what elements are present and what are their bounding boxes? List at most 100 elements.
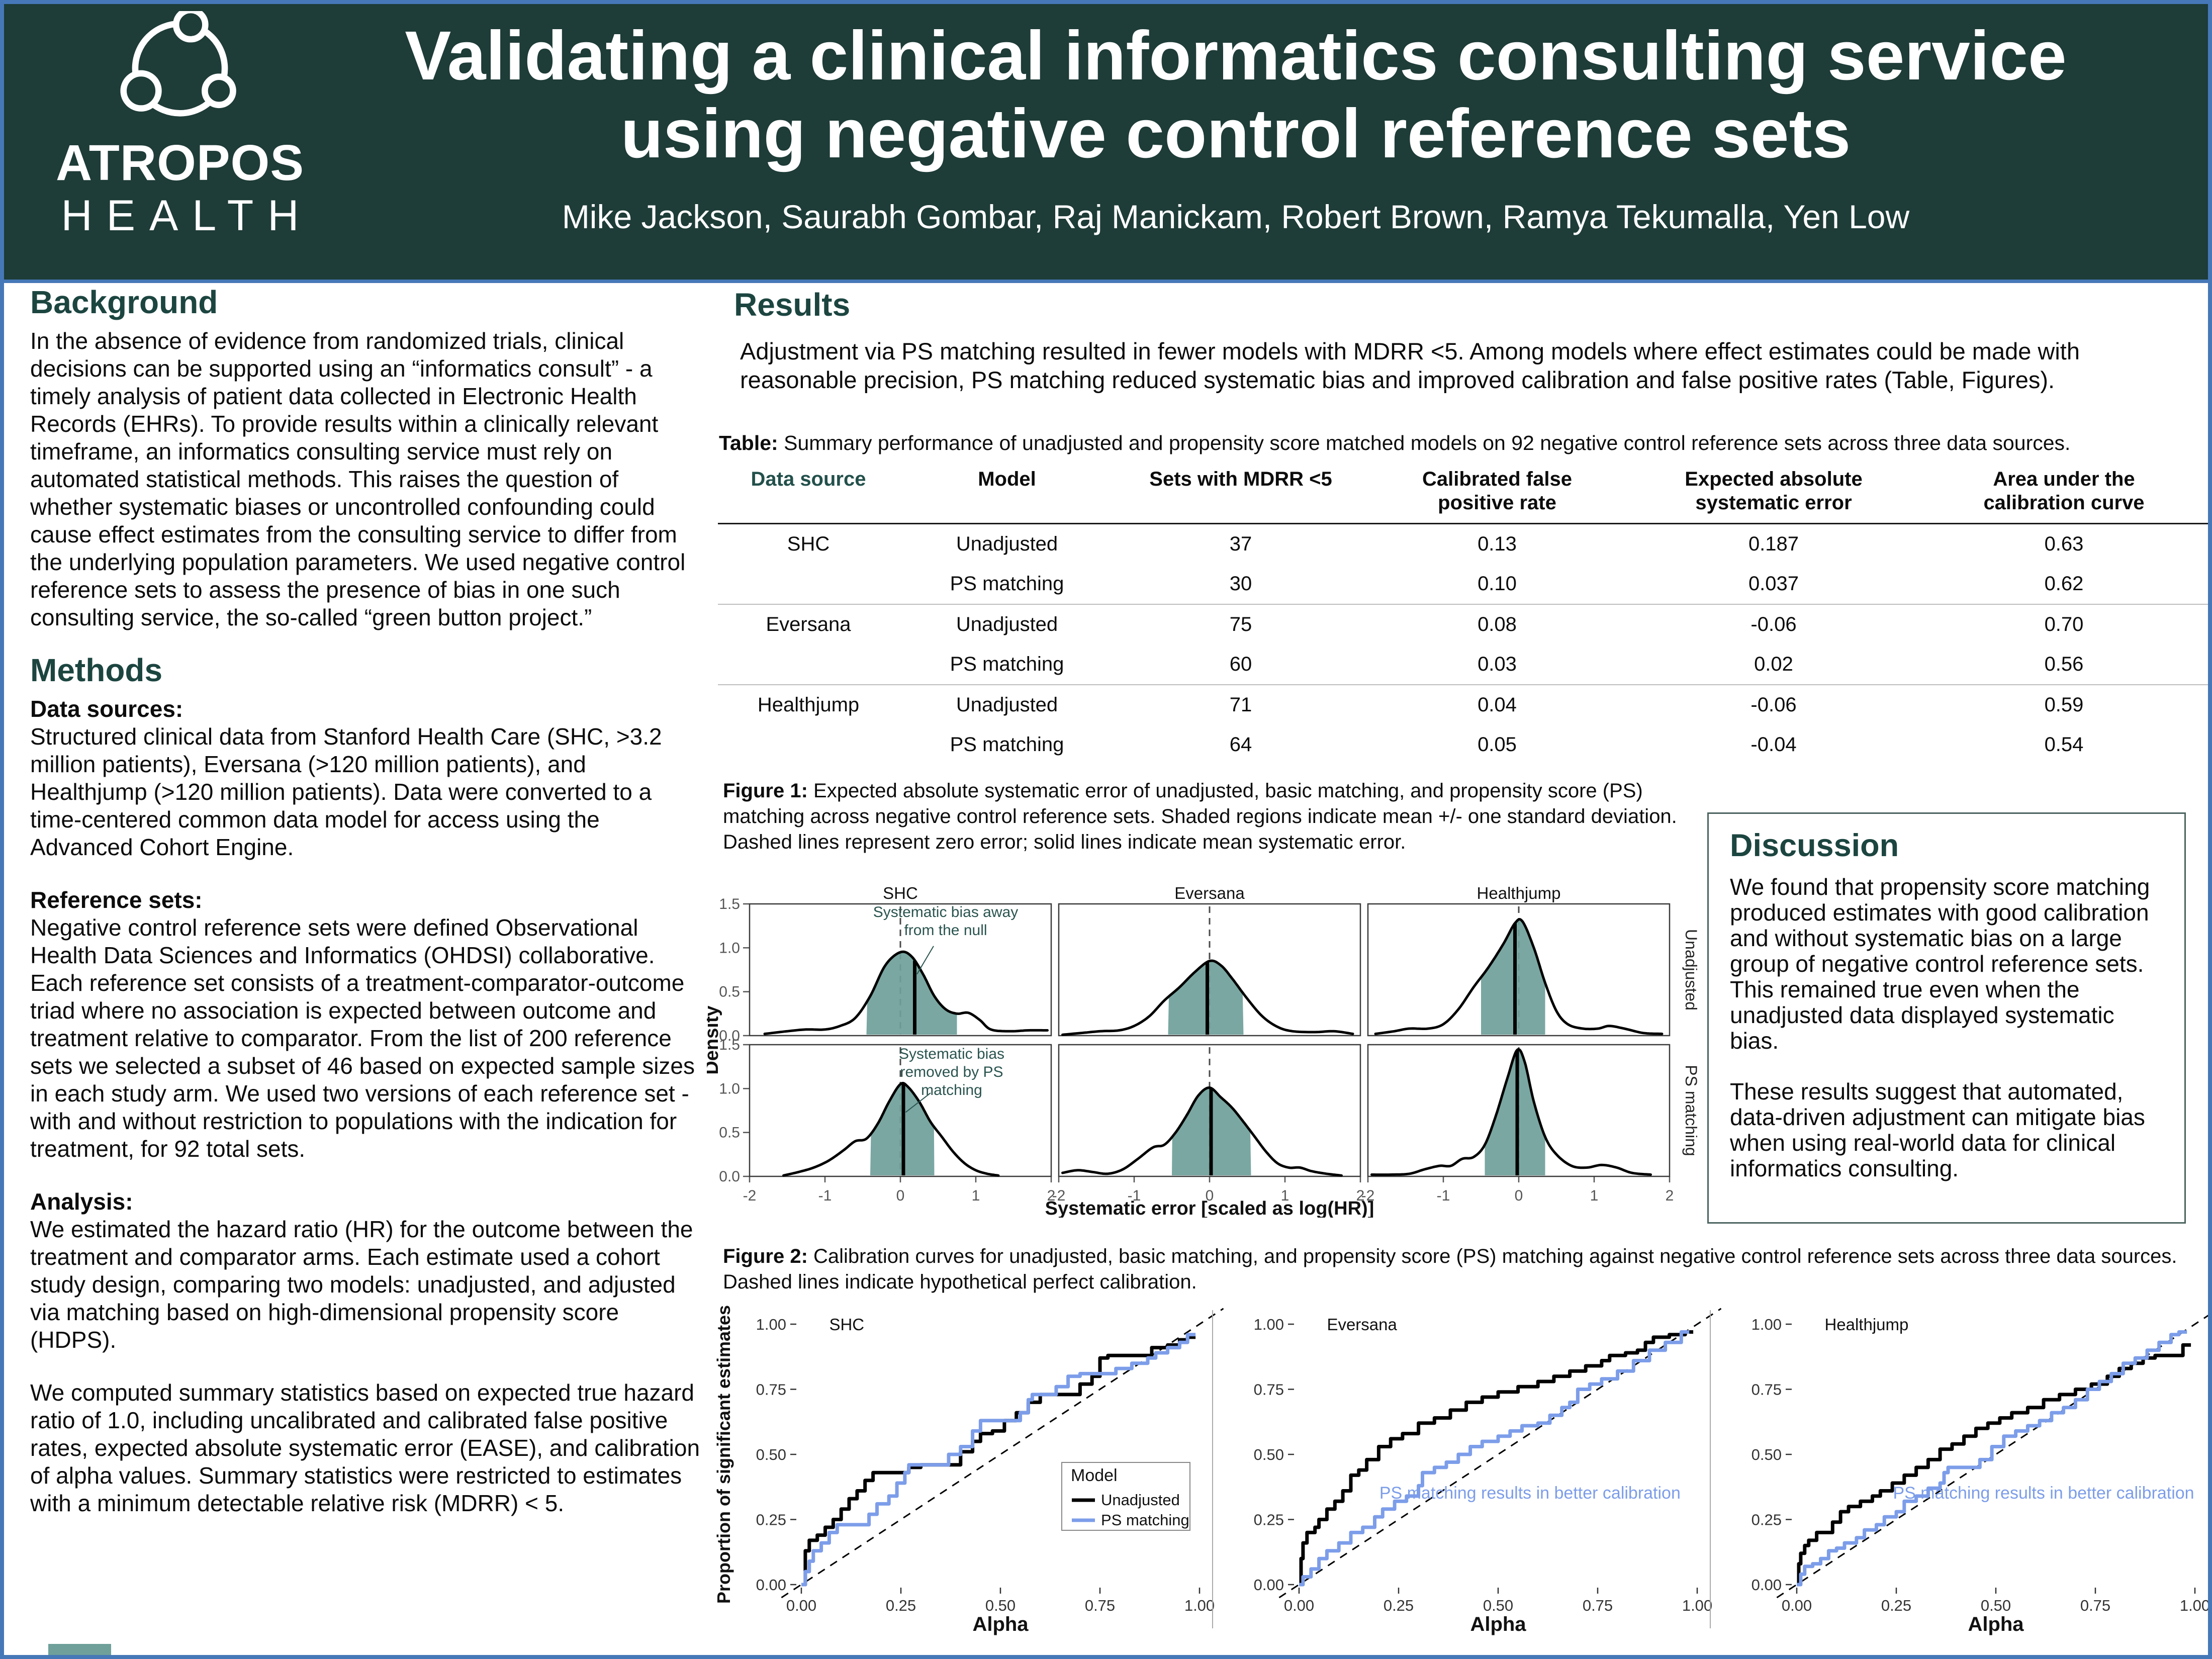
table-column-header: Expected absolute systematic error — [1685, 468, 1863, 514]
fig1-xtick: -2 — [1361, 1187, 1375, 1204]
fig2-unadjusted-curve — [1299, 1330, 1694, 1587]
table-cell: 0.62 — [2044, 573, 2084, 595]
fig1-annotation-leader — [916, 946, 934, 975]
fig2-ytick: 0.25 — [756, 1511, 786, 1529]
background-heading: Background — [30, 284, 218, 320]
fig2-xtick: 1.00 — [2180, 1597, 2208, 1614]
table-caption-text: Summary performance of unadjusted and pr… — [778, 431, 2071, 454]
table-cell: -0.06 — [1750, 613, 1797, 636]
fig2-perfect-calibration-line — [1278, 1308, 1722, 1599]
fig2-ytick: 1.00 — [756, 1316, 786, 1333]
table-cell-source: Eversana — [766, 613, 851, 636]
results-heading: Results — [734, 287, 851, 323]
table-cell: 0.04 — [1478, 694, 1517, 716]
table-column-header: Sets with MDRR <5 — [1149, 468, 1332, 490]
data-sources-text: Structured clinical data from Stanford H… — [30, 723, 662, 861]
fig2-xtick: 0.75 — [1583, 1597, 1613, 1614]
fig1-annotation: matching — [921, 1082, 982, 1098]
fig1-xaxis-title: Systematic error [scaled as log(HR)] — [1045, 1198, 1374, 1218]
table-cell: 71 — [1229, 694, 1252, 716]
fig1-density-curve — [1374, 918, 1664, 1035]
fig1-xtick: 1 — [1590, 1187, 1599, 1204]
table-caption: Table: Summary performance of unadjusted… — [719, 431, 2207, 455]
fig2-xaxis-title: Alpha — [972, 1613, 1029, 1635]
table-cell: 0.59 — [2044, 694, 2084, 716]
fig1-shade-region — [1481, 919, 1545, 1035]
table-cell: 30 — [1229, 573, 1252, 595]
fig1-density-curve — [782, 1081, 1000, 1177]
fig2-xtick: 0.00 — [1782, 1597, 1812, 1614]
table-cell-source: Healthjump — [757, 694, 860, 716]
table-cell: 37 — [1229, 533, 1252, 556]
table-cell: 0.63 — [2044, 533, 2084, 556]
fig2-ytick: 0.50 — [1254, 1446, 1284, 1463]
table-caption-label: Table: — [719, 431, 778, 454]
fig1-xtick: 1 — [972, 1187, 980, 1204]
table-cell: 0.02 — [1754, 653, 1793, 676]
left-column: Background In the absence of evidence fr… — [30, 284, 701, 1517]
authors-line: Mike Jackson, Saurabh Gombar, Raj Manick… — [562, 198, 1910, 236]
fig2-ytick: 0.50 — [1752, 1446, 1782, 1463]
fig2-xtick: 0.00 — [786, 1597, 816, 1614]
fig2-ytick: 0.75 — [1254, 1381, 1284, 1399]
fig2-ytick: 0.25 — [1752, 1511, 1782, 1529]
discussion-text-1: We found that propensity score matching … — [1730, 874, 2150, 1054]
table-cell-source — [718, 644, 899, 684]
table-column-header: Area under the calibration curve — [1983, 468, 2145, 514]
fig1-xtick: -2 — [1052, 1187, 1066, 1204]
fig2-xtick: 1.00 — [1184, 1597, 1215, 1614]
fig2-ps-matching-curve — [1797, 1330, 2187, 1587]
fig1-xtick: 2 — [1356, 1187, 1365, 1204]
fig1-ytick: 0.0 — [719, 1028, 740, 1044]
fig2-annotation: PS matching results in better calibratio… — [1893, 1484, 2194, 1503]
table-column-header: Calibrated false positive rate — [1422, 468, 1572, 514]
table-cell: 75 — [1229, 613, 1252, 636]
fig2-ytick: 1.00 — [1752, 1316, 1782, 1333]
fig1-density-curve — [1061, 1086, 1343, 1177]
atropos-logo-icon — [120, 11, 236, 117]
table-cell: 0.54 — [2044, 733, 2084, 756]
fig2-ps-matching-curve — [801, 1333, 1196, 1587]
figure2-caption: Figure 2: Calibration curves for unadjus… — [723, 1244, 2206, 1295]
table-cell: 60 — [1229, 653, 1252, 676]
fig2-legend-title: Model — [1071, 1466, 1118, 1485]
fig2-xtick: 0.00 — [1284, 1597, 1314, 1614]
fig1-xtick: 0 — [1206, 1187, 1214, 1204]
poster-title-line1: Validating a clinical informatics consul… — [405, 17, 2067, 95]
poster-title-line2: using negative control reference sets — [620, 95, 1851, 172]
discussion-heading: Discussion — [1730, 828, 1899, 863]
table-group-separator — [718, 604, 2208, 605]
fig2-xtick: 0.50 — [985, 1597, 1016, 1614]
table-cell: 0.03 — [1478, 653, 1517, 676]
results-summary: Adjustment via PS matching resulted in f… — [740, 338, 2080, 393]
fig1-xtick: 2 — [1666, 1187, 1674, 1204]
brand-subname: HEALTH — [61, 192, 313, 240]
fig2-legend-entry: PS matching — [1101, 1511, 1189, 1529]
fig2-xtick: 0.75 — [2080, 1597, 2110, 1614]
fig1-annotation: removed by PS — [900, 1064, 1003, 1080]
fig2-xtick: 0.25 — [1384, 1597, 1414, 1614]
table-cell: 0.10 — [1478, 573, 1517, 595]
discussion-text-2: These results suggest that automated, da… — [1730, 1078, 2145, 1182]
fig1-density-curve — [1061, 959, 1354, 1036]
fig1-density-curve — [763, 950, 1049, 1035]
fig2-xtick: 0.25 — [886, 1597, 916, 1614]
fig2-xaxis-title: Alpha — [1968, 1613, 2024, 1635]
fig2-xaxis-title: Alpha — [1470, 1613, 1526, 1635]
reference-sets-text: Negative control reference sets were def… — [30, 914, 695, 1162]
figure2-caption-label: Figure 2: — [723, 1245, 808, 1267]
analysis-text-1: We estimated the hazard ratio (HR) for t… — [30, 1216, 693, 1353]
fig1-xtick: -1 — [818, 1187, 832, 1204]
fig2-ytick: 0.75 — [1752, 1381, 1782, 1399]
fig1-yaxis-title: Density — [707, 1005, 722, 1074]
fig1-annotation-leader — [905, 1092, 931, 1113]
fig1-column-title: SHC — [883, 886, 918, 902]
table-cell: 0.56 — [2044, 653, 2084, 676]
fig1-xtick: -2 — [743, 1187, 757, 1204]
fig2-ytick: 0.25 — [1254, 1511, 1284, 1529]
fig1-ytick: 1.5 — [719, 896, 740, 912]
fig2-ytick: 0.50 — [756, 1446, 786, 1463]
table-cell: 64 — [1229, 733, 1252, 756]
fig1-ytick: 0.0 — [719, 1168, 740, 1185]
